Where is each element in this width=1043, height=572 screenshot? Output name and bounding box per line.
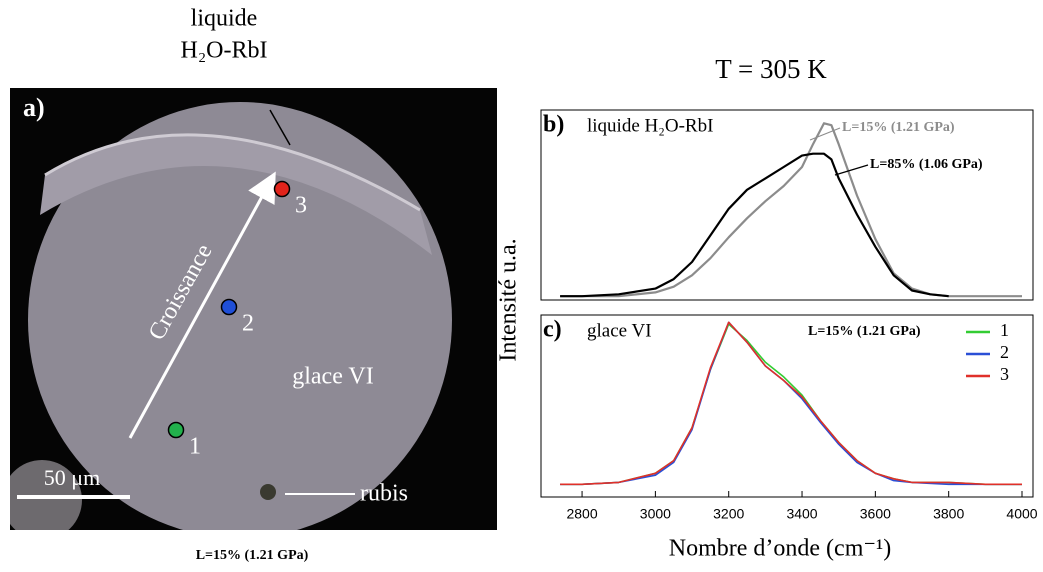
phase-label: glace VI (292, 364, 374, 390)
ruby-grain (260, 484, 276, 500)
x-tick-label: 3200 (713, 506, 744, 522)
x-axis-label: Nombre d’onde (cm⁻¹) (669, 536, 891, 562)
series-leader (809, 127, 841, 141)
sample-disc (28, 102, 452, 530)
panel-label: a) (23, 93, 45, 122)
legend-label: 1 (1000, 320, 1009, 340)
series-label: L=15% (1.21 GPa) (842, 120, 955, 135)
growth-arrow (128, 171, 276, 439)
x-tick-label: 3600 (860, 506, 891, 522)
x-tick-label: 2800 (566, 506, 597, 522)
point-label: 1 (189, 434, 201, 460)
series-label: L=85% (1.06 GPa) (870, 157, 983, 172)
plot-frame (540, 109, 1034, 301)
measure-point (273, 180, 291, 198)
panel-label: b) (543, 112, 564, 138)
legend-label: 3 (1000, 364, 1009, 384)
spectrum (560, 321, 1022, 486)
caption: L=15% (1.21 GPa) (196, 548, 309, 563)
liquid-label: H₂O-RbI (180, 38, 267, 64)
panel-label: c) (543, 317, 562, 343)
chart-title: T = 305 K (715, 54, 827, 84)
spectrum (560, 152, 949, 298)
legend-label: 2 (1000, 342, 1009, 362)
spectrum (560, 122, 1022, 298)
liquid-label: liquide (191, 6, 258, 32)
point-label: 3 (295, 193, 307, 219)
spectrum (560, 323, 1022, 486)
plot-frame (540, 314, 1034, 498)
x-tick-label: 3800 (933, 506, 964, 522)
point-label: 2 (242, 311, 254, 337)
measure-point (220, 298, 238, 316)
panel-annotation: glace VI (587, 320, 652, 341)
leader-line (269, 109, 291, 146)
x-tick-label: 4000 (1006, 506, 1037, 522)
y-axis-label: Intensité u.a. (496, 238, 522, 361)
interface (44, 133, 421, 212)
spectrum (560, 321, 1022, 486)
panel-annotation: liquide H₂O-RbI (587, 115, 713, 136)
x-tick-label: 3400 (786, 506, 817, 522)
measure-point (167, 421, 185, 439)
series-leader (834, 164, 869, 176)
panel-note: L=15% (1.21 GPa) (808, 324, 921, 339)
liquid-band (40, 134, 432, 255)
ruby-label: rubis (360, 481, 408, 507)
scale-label: 50 μm (44, 465, 100, 490)
x-tick-label: 3000 (640, 506, 671, 522)
